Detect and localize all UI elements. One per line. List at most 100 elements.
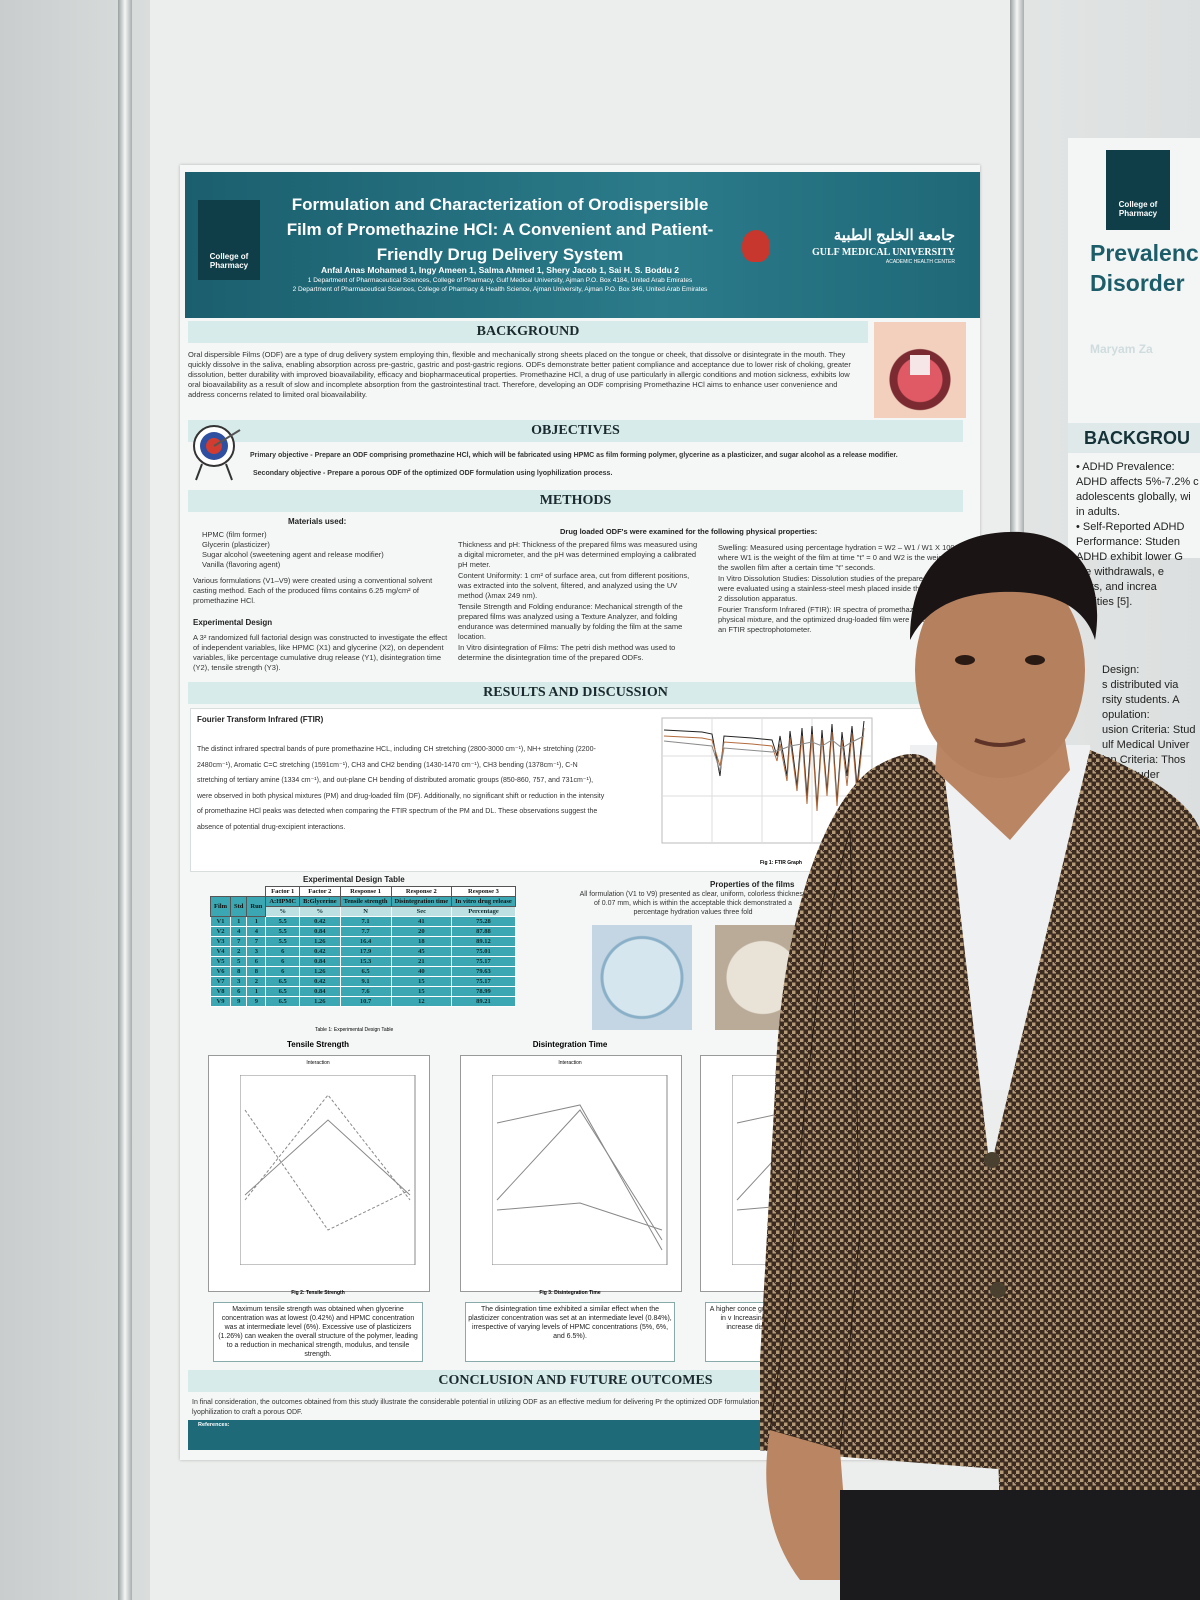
table-cell: Tensile strength — [339, 896, 392, 907]
table-cell: 6.5 — [339, 966, 392, 977]
formulations-text: Various formulations (V1–V9) were create… — [193, 576, 433, 605]
table-cell: 45 — [390, 946, 453, 957]
method-item: Thickness and pH: Thickness of the prepa… — [458, 540, 698, 569]
table-cell: V5 — [210, 956, 231, 967]
table-cell: 75.01 — [451, 946, 516, 957]
table-row: V6 8 8 6 1.26 6.5 40 79.63 — [210, 966, 516, 977]
table-cell: V8 — [210, 986, 231, 997]
frame-post — [118, 0, 132, 1600]
side-line: in adults. — [1076, 506, 1121, 518]
table-cell: Response 3 — [451, 886, 516, 897]
table-cell: A:HPMC — [265, 896, 301, 907]
chart-title: Tensile Strength — [286, 1040, 350, 1049]
table-cell: 16.4 — [339, 936, 392, 947]
side-line: Performance: Studen — [1076, 536, 1180, 548]
method-item: In Vitro disintegration of Films: The pe… — [458, 643, 676, 662]
table-row: V8 6 1 6.5 0.84 7.6 15 78.99 — [210, 986, 516, 997]
table-cell: V6 — [210, 966, 231, 977]
table-cell: 9 — [229, 996, 248, 1007]
table-row: Factor 1 Factor 2 Response 1 Response 2 Resp… — [211, 886, 516, 897]
table-cell: Film — [210, 896, 231, 917]
table-cell: 9.1 — [339, 976, 392, 987]
table-row: V9 9 9 6.5 1.26 10.7 12 89.21 — [210, 996, 516, 1007]
chart-caption: Fig 3: Disintegration Time — [539, 1290, 601, 1296]
authors: Anfal Anas Mohamed 1, Ingy Ameen 1, Salm… — [320, 265, 680, 275]
table-cell: V9 — [210, 996, 231, 1007]
jacket-right — [990, 750, 1200, 1530]
table-row: Film Std Run A:HPMC B:Glycerine Tensile stren… — [210, 896, 516, 917]
method-item: Content Uniformity: 1 cm² of surface are… — [458, 571, 690, 600]
logo: College of Pharmacy — [1106, 150, 1170, 230]
chart-lines — [240, 1075, 416, 1265]
table-cell: 1.26 — [299, 996, 341, 1007]
table-row: V2 4 4 5.5 0.84 7.7 20 87.88 — [210, 926, 516, 937]
table-wrap: Factor 1 Factor 2 Response 1 Response 2 Resp… — [210, 886, 516, 1007]
college-logo: College of Pharmacy — [198, 200, 260, 280]
table-cell: 7 — [246, 936, 267, 947]
hair — [910, 531, 1098, 640]
table-cell: 79.63 — [451, 966, 516, 977]
table-cell: 4 — [246, 926, 267, 937]
table-cell: 8 — [229, 966, 248, 977]
side-title: Prevalenc Disorder — [1090, 238, 1199, 298]
table-cell: 20 — [390, 926, 453, 937]
chart-lines — [492, 1075, 668, 1265]
chart-panel — [460, 1055, 682, 1292]
table-cell: 2 — [229, 946, 248, 957]
title-line: Disorder — [1090, 270, 1185, 296]
table-cell: 10.7 — [339, 996, 392, 1007]
table-cell: V7 — [210, 976, 231, 987]
table-cell — [211, 887, 266, 897]
material: Vanilla (flavoring agent) — [202, 560, 281, 569]
table-cell: 0.84 — [299, 956, 341, 967]
table-cell: Run — [246, 896, 267, 917]
references-heading: References: — [198, 1422, 230, 1428]
table-cell: 78.99 — [451, 986, 516, 997]
table-row: V1 1 1 5.5 0.42 7.1 41 75.28 — [210, 916, 516, 927]
table-cell: 18 — [390, 936, 453, 947]
table-cell: 6.5 — [265, 986, 301, 997]
affiliation: 1 Department of Pharmaceutical Sciences,… — [307, 277, 693, 284]
table-cell: 87.88 — [451, 926, 516, 937]
table-cell: 6.5 — [265, 976, 301, 987]
table-cell: 9 — [246, 996, 267, 1007]
side-line: • ADHD Prevalence: — [1076, 461, 1175, 473]
table-cell: 6 — [265, 966, 301, 977]
chart-caption: Fig 2: Tensile Strength — [291, 1290, 345, 1296]
ftir-heading: Fourier Transform Infrared (FTIR) — [197, 715, 324, 724]
table-cell: 1 — [246, 986, 267, 997]
references-strip — [188, 1420, 778, 1450]
table-cell: 2 — [246, 976, 267, 987]
table-cell: 5 — [229, 956, 248, 967]
methods-column: Thickness and pH: Thickness of the prepa… — [458, 540, 698, 664]
table-caption: Table 1: Experimental Design Table — [315, 1027, 394, 1033]
table-cell: Factor 2 — [299, 886, 341, 897]
side-author: Maryam Za — [1090, 342, 1153, 356]
materials-list: HPMC (film former) Glycerin (plasticizer)… — [192, 530, 442, 570]
section-heading: METHODS — [188, 490, 963, 512]
table-title: Experimental Design Table — [303, 875, 405, 884]
side-text: • ADHD Prevalence: ADHD affects 5%-7.2% c… — [1076, 460, 1199, 610]
side-line: usion Criteria: Stud — [1102, 724, 1196, 736]
design-text: A 3² randomized full factorial design wa… — [193, 633, 448, 672]
side-line: • Self-Reported ADHD — [1076, 521, 1185, 533]
chart-note: The disintegration time exhibited a simi… — [465, 1302, 675, 1362]
ftir-text: The distinct infrared spectral bands of … — [197, 746, 605, 831]
section-heading: RESULTS AND DISCUSSION — [188, 682, 963, 704]
title-line: Prevalenc — [1090, 240, 1199, 266]
design-table: Factor 1 Factor 2 Response 1 Response 2 Resp… — [210, 886, 516, 1007]
table-cell: 1 — [246, 916, 267, 927]
table-cell: V3 — [210, 936, 231, 947]
table-cell: 6.5 — [265, 996, 301, 1007]
method-item: Fourier Transform Infrared (FTIR): IR sp… — [718, 605, 953, 634]
table-cell: 7.1 — [339, 916, 392, 927]
table-cell: Response 1 — [339, 886, 392, 897]
chart-subtitle: Interaction — [558, 1060, 582, 1066]
table-cell: 6 — [265, 956, 301, 967]
table-cell: 5.5 — [265, 936, 301, 947]
table-cell: Std — [229, 896, 248, 917]
film-photo — [592, 925, 692, 1030]
chart-subtitle: Interaction — [306, 1060, 330, 1066]
material: HPMC (film former) — [202, 530, 267, 539]
